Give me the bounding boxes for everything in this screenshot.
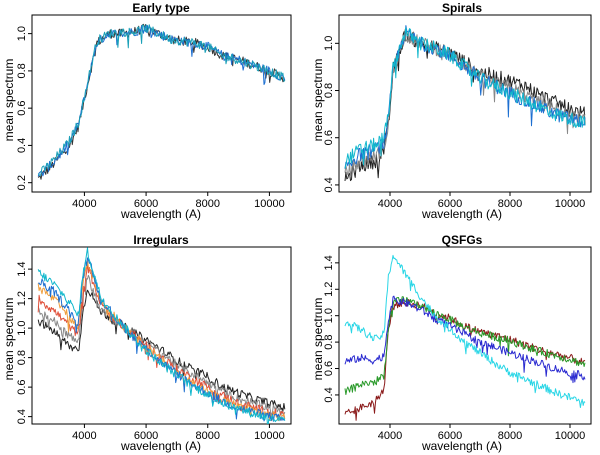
y-tick-label: 0.4 [323, 387, 335, 402]
series-line-dark [37, 23, 286, 180]
x-tick-label: 8000 [498, 198, 522, 210]
y-tick-label: 0.8 [16, 350, 28, 365]
panel-title: QSFGs [442, 233, 483, 247]
series-line-cyan [344, 254, 586, 408]
series-line-green [344, 296, 586, 395]
y-tick-label: 0.8 [323, 83, 335, 98]
series-line-orange [37, 260, 286, 421]
series-line-cyan [37, 247, 286, 424]
y-axis-label: mean spectrum [2, 298, 16, 381]
y-tick-label: 1.4 [323, 255, 335, 270]
x-tick-label: 4000 [72, 198, 96, 210]
x-axis-label: wavelength (A) [421, 439, 502, 453]
plot-frame [31, 14, 292, 193]
x-tick-label: 8000 [498, 430, 522, 442]
series-line-red [37, 261, 286, 422]
series-line-cyan [344, 27, 586, 169]
x-tick-label: 8000 [196, 430, 220, 442]
plot-frame [338, 246, 592, 425]
panel-spirals: Spirals wavelength (A) mean spectrum 400… [311, 1, 592, 221]
x-tick-label: 10000 [555, 198, 586, 210]
series-line-blue [344, 295, 586, 384]
y-tick-label: 0.4 [323, 177, 335, 192]
y-tick-label: 0.8 [323, 334, 335, 349]
x-tick-label: 4000 [378, 430, 402, 442]
series-line-dark-red [344, 298, 586, 421]
y-tick-label: 0.6 [323, 130, 335, 145]
y-tick-label: 1.0 [323, 308, 335, 323]
x-tick-label: 6000 [438, 430, 462, 442]
y-tick-label: 0.4 [16, 409, 28, 424]
series-line-gray [37, 274, 286, 416]
panel-early-type: Early type wavelength (A) mean spectrum … [2, 1, 292, 221]
y-tick-label: 0.8 [16, 63, 28, 78]
y-tick-label: 1.4 [16, 261, 28, 276]
y-axis-label: mean spectrum [2, 59, 16, 142]
y-tick-label: 1.0 [16, 320, 28, 335]
plot-frame [338, 14, 592, 193]
y-tick-label: 1.0 [323, 36, 335, 51]
series-line-blue [344, 25, 586, 169]
x-tick-label: 8000 [196, 198, 220, 210]
x-tick-label: 6000 [134, 430, 158, 442]
panel-qsfgs: QSFGs wavelength (A) mean spectrum 4000 6… [311, 233, 592, 453]
y-tick-label: 1.0 [16, 26, 28, 41]
plot-frame [31, 246, 292, 425]
x-tick-label: 10000 [555, 430, 586, 442]
x-axis-label: wavelength (A) [120, 207, 201, 221]
x-tick-label: 4000 [72, 430, 96, 442]
y-axis-label: mean spectrum [311, 298, 325, 381]
x-tick-label: 10000 [254, 198, 285, 210]
y-tick-label: 0.6 [16, 379, 28, 394]
y-tick-label: 0.6 [16, 101, 28, 116]
x-tick-label: 10000 [254, 430, 285, 442]
y-axis-label: mean spectrum [311, 59, 325, 142]
y-tick-label: 1.2 [16, 291, 28, 306]
panel-title: Spirals [442, 1, 482, 15]
series-line-teal [37, 24, 286, 177]
x-axis-label: wavelength (A) [120, 439, 201, 453]
x-tick-label: 4000 [378, 198, 402, 210]
panel-title: Early type [132, 1, 190, 15]
x-tick-label: 6000 [438, 198, 462, 210]
y-tick-label: 0.6 [323, 361, 335, 376]
x-axis-label: wavelength (A) [421, 207, 502, 221]
series-line-black [37, 289, 286, 412]
panel-irregulars: Irregulars wavelength (A) mean spectrum … [2, 233, 292, 453]
y-tick-label: 0.4 [16, 138, 28, 153]
series-line-blue [37, 24, 286, 177]
y-tick-label: 0.2 [16, 175, 28, 190]
panel-title: Irregulars [133, 233, 189, 247]
x-tick-label: 6000 [134, 198, 158, 210]
y-tick-label: 1.2 [323, 282, 335, 297]
